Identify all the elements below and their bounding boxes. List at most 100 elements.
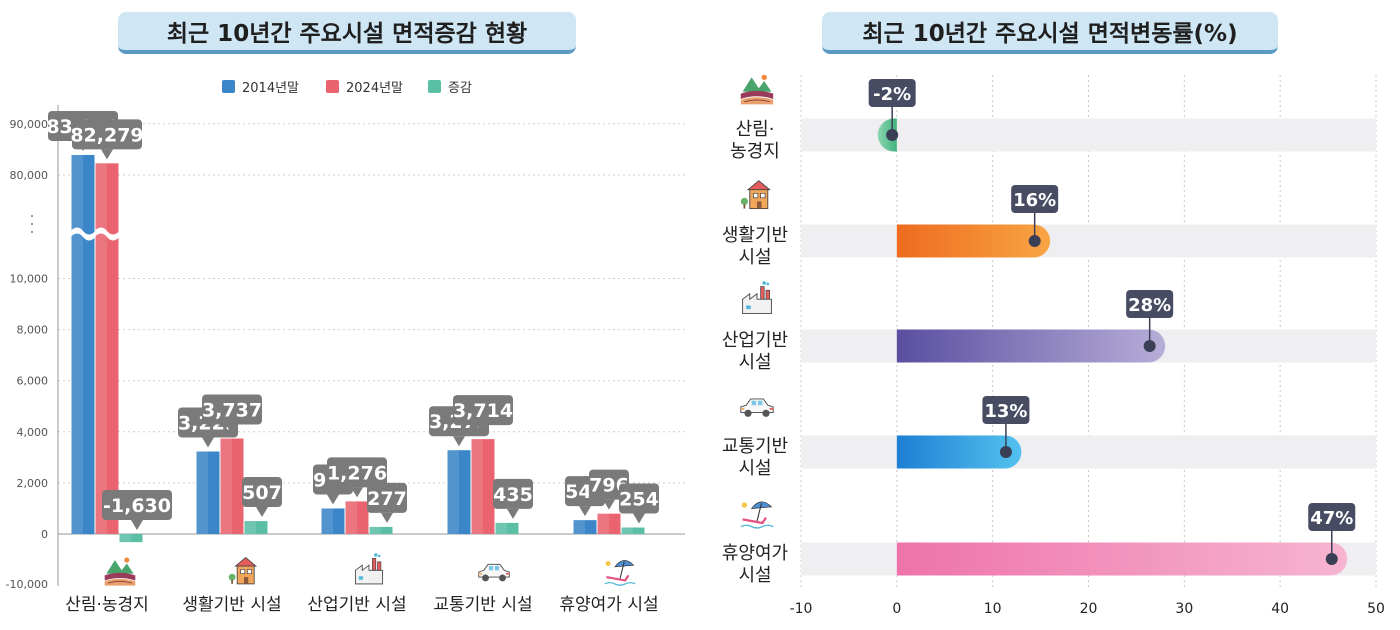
data-label: 435 [493,484,533,506]
bar [71,154,95,534]
car-icon [740,398,774,417]
value-callout [982,396,1030,424]
bar-track [801,224,1376,258]
bar-shade [471,439,483,534]
bar-track [801,435,1376,469]
rate-bar [896,435,1022,469]
bar [597,513,621,534]
category-label: 산림·농경지 [65,595,149,615]
y-tick-label: 0 [41,528,48,541]
car-icon [478,563,510,582]
bar [220,438,244,534]
bar-shade [369,526,381,534]
value-callout [1011,185,1059,213]
value-callout [1126,290,1174,318]
bar-shade [495,522,507,534]
axis-break-dot [31,231,33,233]
axis-break-dot [31,215,33,217]
axis-break-dot [31,223,33,225]
data-label: 13% [984,401,1027,422]
value-callout [868,79,916,107]
category-label: 산림· [736,119,775,140]
bar [196,451,220,534]
bar-shade [621,527,633,534]
y-tick-label: 4,000 [17,426,49,439]
value-callout: 82,279 [70,119,144,160]
data-label: 16% [1013,190,1056,211]
bar-shade [573,520,585,534]
bar-shade [321,508,333,534]
category-label: 생활기반 [722,225,788,246]
value-callout: 3,737 [202,394,262,435]
legend-label: 2014년말 [242,81,299,96]
data-label: 3,714 [453,400,513,422]
area-change-rate-chart: -10 0 10 20 30 40 50-2%산림·농경지16%생활기반시설28%산업기반시… [722,74,1385,617]
category-label: 시설 [738,352,771,373]
data-label: 254 [619,489,659,511]
y-tick-label: -10,000 [6,578,48,591]
value-callout: 254 [619,483,659,524]
factory-icon [354,553,384,585]
bar [447,450,471,534]
y-tick-label: 90,000 [10,118,49,131]
category-label: 휴양여가 시설 [559,595,658,615]
bar [573,520,597,534]
data-label: -1,630 [103,495,171,517]
value-callout: 507 [242,477,282,518]
bar-shade [244,521,256,534]
bar [495,522,519,534]
house-icon [228,556,258,585]
category-label: 생활기반 시설 [182,595,281,615]
category-label: 시설 [738,458,771,479]
data-label: 82,279 [70,124,143,146]
right-chart-title: 최근 10년간 주요시설 면적변동률(%) [822,12,1278,54]
bar [321,508,345,534]
x-tick-label: -10 [790,601,813,617]
y-tick-label: 80,000 [10,169,49,182]
y-tick-label: 2,000 [17,477,49,490]
forest-farm-icon [740,74,774,105]
bar-shade [597,513,609,534]
bar-shade [447,450,459,534]
value-callout: 3,714 [453,395,513,436]
category-label: 휴양여가 [722,543,788,564]
x-tick-label: 10 [984,601,1002,617]
legend-label: 증감 [448,81,472,96]
y-tick-label: 8,000 [17,324,49,337]
data-label: 277 [367,488,407,510]
left-chart-title: 최근 10년간 주요시설 면적증감 현황 [118,12,576,54]
rate-bar [896,224,1051,258]
bar [621,527,645,534]
legend-swatch [326,80,339,93]
legend-swatch [222,80,235,93]
bar-shade [95,163,107,534]
value-callout: -1,630 [102,490,172,530]
value-callout: 1,276 [327,457,387,498]
bar-shade [71,154,83,534]
category-label: 교통기반 [722,436,788,457]
area-change-bar-chart: 90,000 80,000 10,000 8,000 6,000 4,000 2,000 0 -… [6,80,685,615]
category-label: 시설 [738,565,771,586]
beach-umbrella-icon [604,560,636,586]
factory-icon [742,281,772,315]
bar-shade [119,534,131,543]
data-label: -2% [873,84,911,105]
axis-break-wave [94,227,120,241]
forest-farm-icon [104,557,136,586]
data-label: 796 [589,475,629,497]
x-tick-label: 20 [1080,601,1098,617]
y-tick-label: 6,000 [17,375,49,388]
legend-label: 2024년말 [346,81,403,96]
x-tick-label: 50 [1367,601,1385,617]
bar [369,526,393,534]
house-icon [740,180,771,210]
data-label: 28% [1128,295,1171,316]
data-label: 3,737 [202,400,262,422]
data-label: 1,276 [327,462,387,484]
category-label: 시설 [738,247,771,268]
category-label: 산업기반 [722,330,788,351]
data-label: 507 [242,482,282,504]
bar [471,439,495,534]
data-label: 47% [1310,508,1353,529]
beach-umbrella-icon [740,501,774,529]
